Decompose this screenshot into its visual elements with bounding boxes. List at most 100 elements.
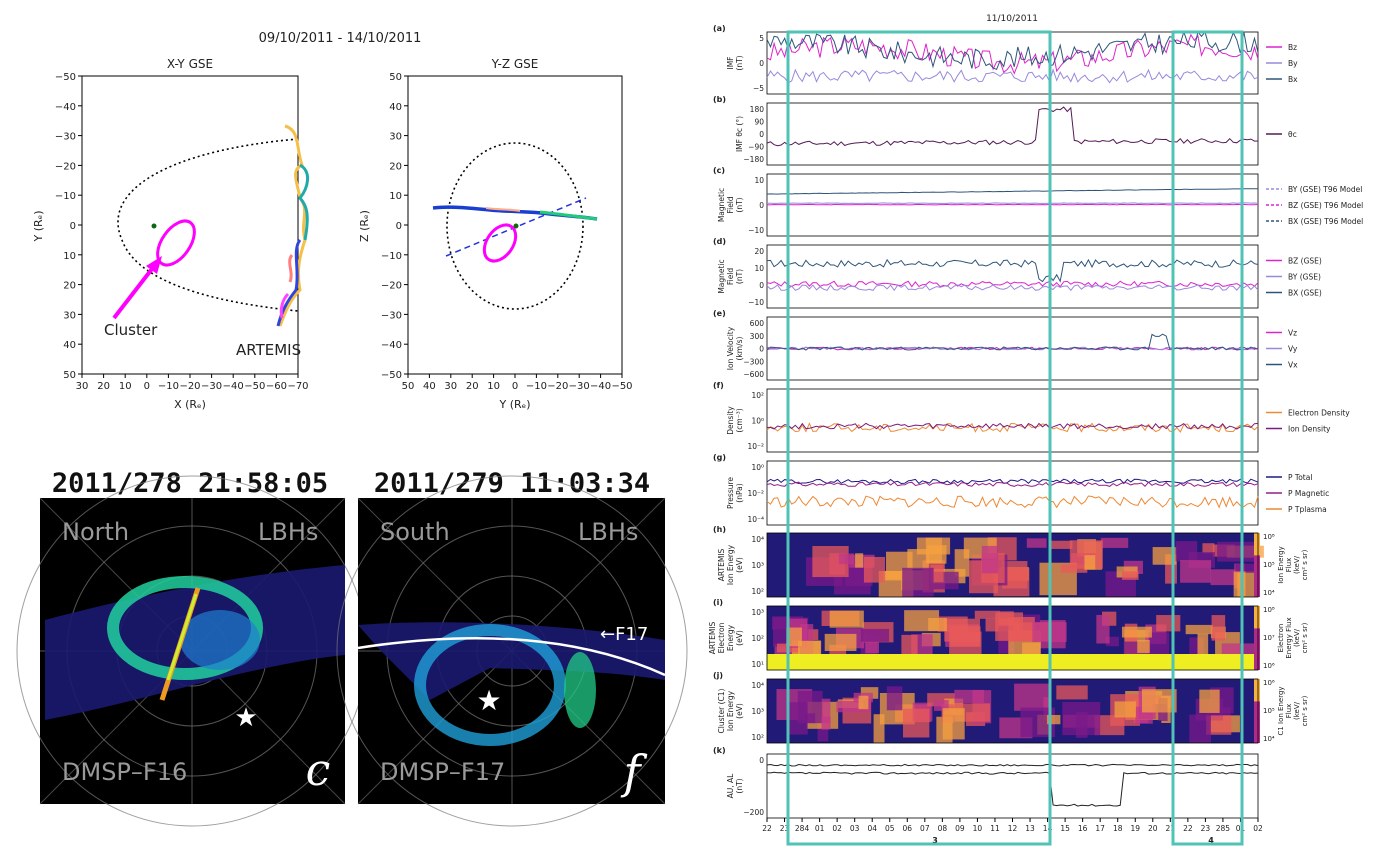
panel-ytick: 0 <box>759 130 764 139</box>
ts-xaxis: 22 23 284 01 02 03 04 05 06 07 08 09 10 11 12 13 14 15 16 1… <box>762 818 1263 845</box>
y-tick-label: −10 <box>381 251 402 262</box>
spectrogram-cell <box>954 689 984 704</box>
panel-ytick: 90 <box>754 118 764 127</box>
x-tick-label: 14 <box>1043 824 1053 833</box>
panel-ytick: −90 <box>748 143 764 152</box>
legend-label: θc <box>1288 130 1297 139</box>
panel-ytick: 10³ <box>751 608 764 617</box>
cluster-arrow <box>112 263 157 320</box>
y-tick-label: −40 <box>55 102 76 113</box>
panel-ytick: 10¹ <box>751 660 764 669</box>
x-tick-label: 0 <box>512 381 518 392</box>
x-tick-label: −60 <box>266 381 287 392</box>
spectrogram-cell <box>824 633 857 652</box>
x-tick-label: 03 <box>850 824 860 833</box>
yz-plot: Y-Z GSE 50 40 30 20 10 0 −10 −20 −30 −40 −50504030… <box>358 57 633 411</box>
panel-ytick: 180 <box>750 105 765 114</box>
panel-k: (k) AU, AL (nT) 0 −200 <box>713 746 1259 819</box>
colorbar-label: cm² s sr) <box>1301 695 1309 726</box>
spectrogram-cell <box>1189 714 1211 743</box>
x-tick-label: 17 <box>1095 824 1105 833</box>
colorbar-low <box>1254 555 1260 597</box>
y-tick-label: −30 <box>55 132 76 143</box>
dmsp-left-star: ★ <box>234 703 257 733</box>
spectrogram-cell <box>1152 547 1177 565</box>
panel-ytick: 5 <box>759 34 764 43</box>
colorbar-label: Flux <box>1285 704 1293 719</box>
panel-ytick: 10² <box>751 391 764 400</box>
spectrogram-cell <box>928 617 947 631</box>
series-line <box>766 495 1259 509</box>
panel-ylabel: (nT) <box>735 269 744 284</box>
panel-frame <box>766 605 1259 671</box>
panel-ylabel: IMF θc (°) <box>735 116 744 152</box>
panel-ytick: −5 <box>753 84 764 93</box>
spectrogram-cell <box>1056 685 1088 700</box>
spectrogram-cell <box>1084 555 1096 570</box>
panel-ytick: 10 <box>754 176 764 185</box>
legend-label: P Total <box>1288 473 1312 482</box>
spectrogram-cell <box>1062 702 1101 736</box>
panel-ylabel: Magnetic <box>717 259 726 293</box>
dmsp-left-arc-core <box>166 593 198 681</box>
panel-a: (a) IMF (nT) 5 0 −5 Bz By Bx <box>713 24 1298 95</box>
colorbar-low <box>1254 628 1260 670</box>
spectrogram-cell <box>1046 714 1061 725</box>
panel-ytick: 0 <box>759 756 764 765</box>
spectrogram-cell <box>902 567 934 597</box>
yz-bowshock <box>446 142 584 310</box>
x-tick-label: −30 <box>569 381 590 392</box>
y-tick-label: −40 <box>381 340 402 351</box>
x-tick-label: 15 <box>1060 824 1070 833</box>
panel-h: (h)ARTEMIS Ion Energy (eV)10⁴10³10²10⁸10⁵1… <box>713 525 1309 598</box>
panel-ytick: 10⁰ <box>751 417 764 426</box>
highlight-box-1 <box>786 30 1052 846</box>
dmsp-right-hemi: South <box>380 518 450 546</box>
x-tick-label: 10 <box>487 381 500 392</box>
colorbar-tick: 10⁸ <box>1263 533 1275 541</box>
colorbar-tick: 10⁸ <box>1263 606 1275 614</box>
xy-ylabel: Y (Rₑ) <box>32 210 45 242</box>
panel-ytick: 600 <box>750 319 765 328</box>
dmsp-right-track <box>357 636 666 677</box>
panel-ylabel: Electron <box>717 622 726 653</box>
panel-tag: (i) <box>713 598 723 607</box>
yz-title: Y-Z GSE <box>491 57 539 71</box>
x-tick-label: 21 <box>1166 824 1176 833</box>
legend-label: Vz <box>1288 329 1297 338</box>
legend-label: Electron Density <box>1288 409 1350 418</box>
x-tick-label: 19 <box>1130 824 1140 833</box>
panel-ylabel: ARTEMIS <box>708 621 717 654</box>
dmsp-left-title: 2011/278 21:58:05 <box>52 468 328 499</box>
panel-ytick: 10⁰ <box>751 463 764 472</box>
colorbar-label: Electron <box>1277 624 1285 653</box>
xy-artemis-orbit-4 <box>288 254 294 283</box>
legend-label: By <box>1288 59 1298 68</box>
spectrogram-cell <box>1014 683 1049 711</box>
ts-date: 11/10/2011 <box>986 14 1038 24</box>
panel-ylabel: Energy <box>726 624 735 651</box>
panel-ylabel: Density <box>726 406 735 435</box>
x-tick-label: −40 <box>590 381 611 392</box>
panel-ylabel: AU, AL <box>726 773 735 799</box>
spectrogram-cell <box>930 564 944 583</box>
spectrogram-cell <box>1217 541 1255 562</box>
panel-ylabel: IMF <box>726 57 735 70</box>
x-tick-label: 10 <box>973 824 983 833</box>
colorbar-tick: 10⁶ <box>1263 662 1275 670</box>
panel-ytick: 10³ <box>751 561 764 570</box>
series-line <box>766 478 1259 485</box>
panel-ytick: 10³ <box>751 707 764 716</box>
xy-cluster-orbit <box>156 219 196 267</box>
spectrogram-cell <box>787 702 808 735</box>
panel-j: (j) Cluster (C1) Ion Energy (eV) 10⁴ 10³ 10² 10… <box>713 671 1309 744</box>
x-tick-label: −50 <box>611 381 632 392</box>
x-tick-label: 22 <box>762 824 772 833</box>
colorbar-label: (keV/ <box>1293 555 1301 574</box>
panel-frame <box>766 532 1259 598</box>
xy-title: X-Y GSE <box>167 57 213 71</box>
x-tick-label: −10 <box>158 381 179 392</box>
xy-plot: X-Y GSE 30 20 10 0 −10 −20 −30 −40 −50 −60 −70−50−… <box>32 57 309 411</box>
panel-ytick: 10² <box>751 587 764 596</box>
